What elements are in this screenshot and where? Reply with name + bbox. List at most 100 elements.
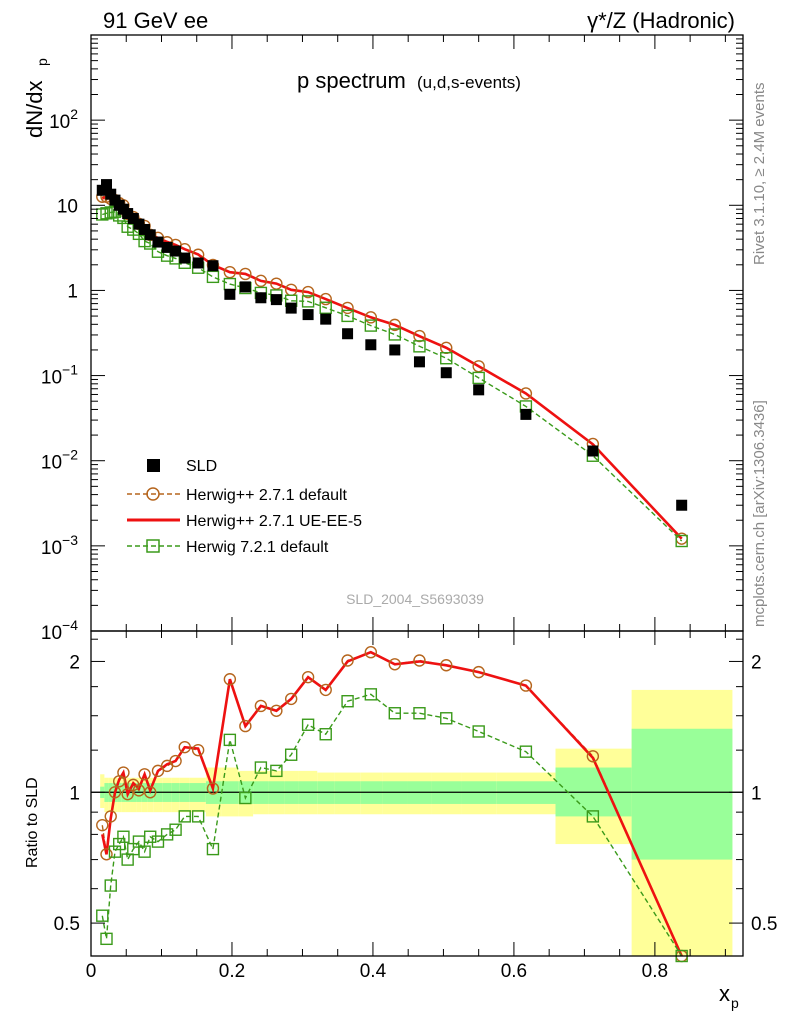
y-tick-exp: −4	[62, 617, 78, 633]
ratio-frame	[90, 630, 744, 957]
point-ratio-herwig-7-2-1-default	[96, 909, 109, 922]
point-ratio-herwig-2-7-1-default	[239, 719, 252, 733]
point-ratio-herwig-7-2-1-default	[151, 835, 165, 848]
point-ratio-herwig-2-7-1-default	[440, 659, 453, 672]
point-ratio-herwig-7-2-1-default	[364, 688, 378, 701]
axes	[90, 34, 744, 957]
y-tick-exp: 2	[70, 106, 78, 122]
point-main-sld	[152, 236, 164, 248]
y-axis-label-main: dN/dx	[22, 81, 47, 138]
legend-label-herwig7: Herwig 7.2.1 default	[186, 539, 329, 556]
point-ratio-herwig-2-7-1-default	[341, 654, 354, 667]
y-tick-exp: −2	[62, 447, 78, 463]
point-main-sld	[239, 281, 251, 293]
y-axis-label-sub: p	[34, 58, 50, 66]
y-tick-exp: −1	[62, 362, 78, 378]
point-main-herwig-2-7-1-default	[341, 301, 354, 315]
legend-label-sld: SLD	[186, 458, 217, 475]
y-tick-base: 10	[41, 623, 62, 644]
y-axis-label: dN/dx	[22, 81, 47, 138]
ratio-tick-label-left: 0.5	[54, 914, 80, 935]
point-main-herwig-2-7-1-default	[364, 311, 378, 324]
point-ratio-herwig-7-2-1-default	[206, 842, 220, 856]
point-ratio-herwig-7-2-1-default	[586, 810, 600, 823]
x-tick-label: 0.4	[360, 961, 387, 982]
point-main-sld	[255, 292, 267, 304]
point-ratio-herwig-2-7-1-default	[104, 810, 117, 823]
point-main-herwig-7-2-1-default	[100, 207, 113, 220]
point-main-sld	[285, 302, 297, 314]
point-ratio-herwig-2-7-1-default	[117, 766, 130, 779]
point-ratio-herwig-2-7-1-default	[191, 743, 205, 757]
point-main-sld	[101, 179, 113, 191]
x-tick-label: 0.8	[642, 961, 668, 982]
point-ratio-herwig-7-2-1-default	[138, 845, 151, 858]
point-main-sld	[105, 188, 117, 200]
point-ratio-herwig-7-2-1-default	[284, 748, 298, 761]
point-main-sld	[520, 408, 532, 420]
y-tick-label: 1	[67, 281, 78, 302]
x-tick-label: 0	[86, 961, 97, 982]
point-main-herwig-7-2-1-default	[364, 319, 378, 332]
point-main-sld	[587, 445, 599, 457]
legend: SLD Herwig++ 2.7.1 default Herwig++ 2.7.…	[127, 458, 362, 556]
point-ratio-herwig-7-2-1-default	[413, 707, 426, 720]
point-ratio-herwig-2-7-1-default	[100, 848, 113, 861]
band-inner	[631, 728, 733, 860]
y-tick-base: 10	[41, 538, 62, 559]
ratio-tick-label-right: 1	[751, 783, 762, 804]
point-main-herwig-7-2-1-default	[440, 352, 453, 365]
point-main-herwig-7-2-1-default	[388, 328, 401, 341]
point-main-sld	[161, 241, 173, 253]
y-tick-base: 10	[41, 368, 62, 389]
point-main-herwig-7-2-1-default	[206, 270, 220, 284]
point-ratio-herwig-2-7-1-default	[472, 665, 485, 679]
header-left: 91 GeV ee	[103, 8, 208, 33]
point-main-sld	[270, 294, 282, 306]
point-main-herwig-2-7-1-default	[270, 277, 283, 290]
point-main-herwig-2-7-1-default	[388, 318, 401, 332]
point-ratio-herwig-7-2-1-default	[472, 725, 485, 738]
point-ratio-herwig-7-2-1-default	[341, 695, 354, 708]
point-ratio-herwig-7-2-1-default	[223, 733, 237, 747]
point-main-sld	[144, 229, 156, 241]
point-ratio-herwig-7-2-1-default	[191, 810, 205, 823]
side-text-bottom: mcplots.cern.ch [arXiv:1306.3436]	[751, 400, 768, 627]
point-main-sld	[473, 384, 485, 396]
y-tick-exp: −3	[62, 532, 78, 548]
legend-label-herwigpp-default: Herwig++ 2.7.1 default	[186, 487, 348, 504]
point-ratio-herwig-2-7-1-default	[319, 683, 332, 697]
point-ratio-herwig-2-7-1-default	[519, 679, 533, 692]
point-main-sld	[440, 367, 452, 379]
legend-label-herwigpp-ueee5: Herwig++ 2.7.1 UE-EE-5	[186, 513, 362, 530]
point-ratio-herwig-7-2-1-default	[270, 764, 283, 778]
point-main-herwig-7-2-1-default	[413, 340, 426, 353]
point-main-sld	[127, 212, 139, 224]
point-main-herwig-7-2-1-default	[675, 534, 688, 548]
point-ratio-herwig-7-2-1-default	[519, 745, 533, 758]
point-ratio-herwig-7-2-1-default	[117, 830, 130, 843]
side-text-top-group: Rivet 3.1.10, ≥ 2.4M events	[751, 83, 768, 266]
point-main-herwig-2-7-1-default	[254, 274, 268, 288]
point-main-sld	[139, 223, 151, 235]
point-main-sld	[320, 313, 332, 325]
point-main-herwig-7-2-1-default	[341, 309, 354, 323]
chart-title: p spectrum	[297, 68, 406, 93]
point-ratio-herwig-7-2-1-default	[112, 837, 126, 851]
y-tick-label: 10−3	[41, 532, 78, 559]
watermark: SLD_2004_S5693039	[346, 591, 484, 607]
x-axis-label-sub: p	[731, 995, 739, 1011]
ratio-y-label: Ratio to SLD	[24, 777, 41, 868]
point-ratio-herwig-2-7-1-default	[364, 646, 378, 659]
ratio-tick-label-left: 1	[69, 783, 80, 804]
point-main-sld	[96, 184, 108, 196]
point-ratio-herwig-2-7-1-default	[270, 704, 283, 717]
point-ratio-herwig-2-7-1-default	[586, 750, 600, 763]
point-main-sld	[224, 288, 236, 300]
point-main-sld	[133, 218, 145, 230]
point-ratio-herwig-2-7-1-default	[178, 740, 191, 754]
point-main-herwig-2-7-1-default	[301, 285, 315, 299]
point-ratio-herwig-2-7-1-default	[284, 692, 298, 706]
point-main-herwig-7-2-1-default	[104, 206, 117, 219]
